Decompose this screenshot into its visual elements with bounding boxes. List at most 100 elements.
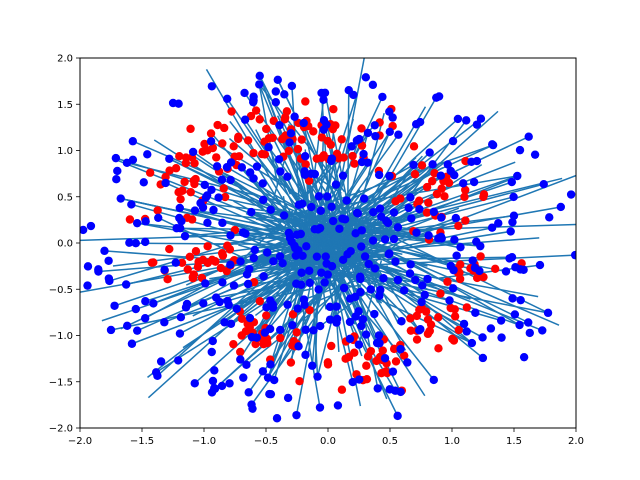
blue-point — [83, 262, 93, 271]
blue-point — [357, 157, 367, 167]
red-point — [262, 311, 271, 320]
blue-point — [347, 142, 356, 151]
blue-point — [356, 274, 365, 284]
blue-point — [122, 321, 132, 331]
blue-point — [240, 115, 250, 124]
blue-point — [249, 253, 258, 263]
blue-point — [244, 388, 253, 397]
blue-point — [475, 266, 484, 276]
blue-point — [104, 256, 113, 265]
red-point — [176, 194, 185, 204]
blue-point — [539, 179, 548, 189]
red-point — [301, 160, 310, 169]
y-tick-label: 0.0 — [57, 239, 73, 250]
red-point — [284, 146, 294, 156]
y-axis-ticks: 2.0 1.5 1.0 0.5 0.0 −0.5 −1.0 −1.5 −2.0 — [49, 54, 80, 435]
blue-point — [255, 80, 264, 89]
blue-point — [264, 142, 273, 152]
red-point — [295, 377, 304, 386]
blue-point — [249, 174, 258, 183]
blue-point — [354, 340, 364, 349]
blue-point — [271, 87, 280, 96]
blue-point — [106, 325, 116, 335]
line-segment — [249, 217, 457, 295]
red-point — [237, 331, 246, 340]
blue-point — [105, 276, 114, 286]
red-point — [234, 134, 243, 144]
blue-point — [249, 96, 258, 105]
blue-point — [274, 155, 284, 164]
blue-point — [545, 213, 554, 222]
blue-point — [308, 361, 317, 370]
red-point — [147, 258, 157, 267]
blue-point — [331, 180, 341, 189]
red-point — [257, 149, 267, 159]
blue-point — [122, 158, 132, 168]
blue-point — [415, 204, 424, 214]
red-point — [153, 206, 162, 215]
blue-point — [149, 299, 158, 308]
blue-point — [143, 150, 152, 159]
blue-point — [496, 316, 506, 325]
blue-point — [210, 366, 219, 375]
red-point — [288, 310, 298, 319]
red-point — [219, 123, 229, 133]
blue-point — [393, 411, 402, 421]
blue-point — [320, 278, 329, 287]
blue-point — [323, 192, 332, 201]
red-point — [434, 313, 443, 322]
red-point — [415, 305, 424, 315]
blue-point — [556, 202, 566, 212]
blue-point — [127, 339, 137, 348]
blue-point — [321, 252, 330, 261]
red-point — [277, 135, 287, 144]
blue-point — [286, 129, 296, 138]
blue-point — [507, 177, 517, 187]
line-segment — [230, 162, 441, 325]
blue-point — [225, 379, 234, 388]
blue-point — [411, 275, 420, 285]
blue-point — [188, 147, 198, 157]
blue-point — [335, 224, 344, 233]
y-tick-label: −0.5 — [49, 285, 73, 296]
blue-point — [218, 218, 227, 228]
red-point — [301, 97, 310, 106]
blue-point — [405, 269, 415, 278]
red-point — [251, 106, 261, 115]
blue-point — [275, 120, 284, 130]
red-point — [188, 274, 198, 283]
blue-point — [370, 121, 379, 130]
blue-point — [363, 128, 373, 138]
blue-point — [80, 225, 88, 235]
blue-point — [374, 331, 384, 340]
line-segment — [132, 140, 560, 326]
red-point — [479, 190, 489, 199]
blue-point — [486, 324, 496, 333]
blue-point — [121, 280, 131, 289]
red-point — [422, 182, 432, 192]
blue-point — [315, 321, 325, 331]
red-point — [190, 159, 199, 168]
red-point — [225, 245, 235, 254]
blue-point — [472, 120, 482, 129]
blue-point — [217, 381, 227, 391]
red-point — [161, 172, 170, 182]
blue-point — [388, 113, 397, 122]
red-point — [409, 142, 419, 151]
blue-point — [450, 170, 459, 180]
red-point — [357, 141, 367, 150]
line-segment — [114, 158, 543, 332]
blue-point — [207, 82, 217, 91]
blue-point — [294, 200, 304, 209]
blue-point — [538, 326, 547, 335]
blue-point — [409, 160, 418, 170]
blue-point — [349, 90, 358, 100]
blue-point — [351, 229, 360, 238]
blue-point — [237, 163, 247, 172]
blue-point — [406, 260, 415, 269]
red-point — [177, 258, 187, 268]
blue-point — [301, 350, 310, 360]
blue-point — [141, 217, 150, 226]
red-point — [263, 338, 272, 348]
